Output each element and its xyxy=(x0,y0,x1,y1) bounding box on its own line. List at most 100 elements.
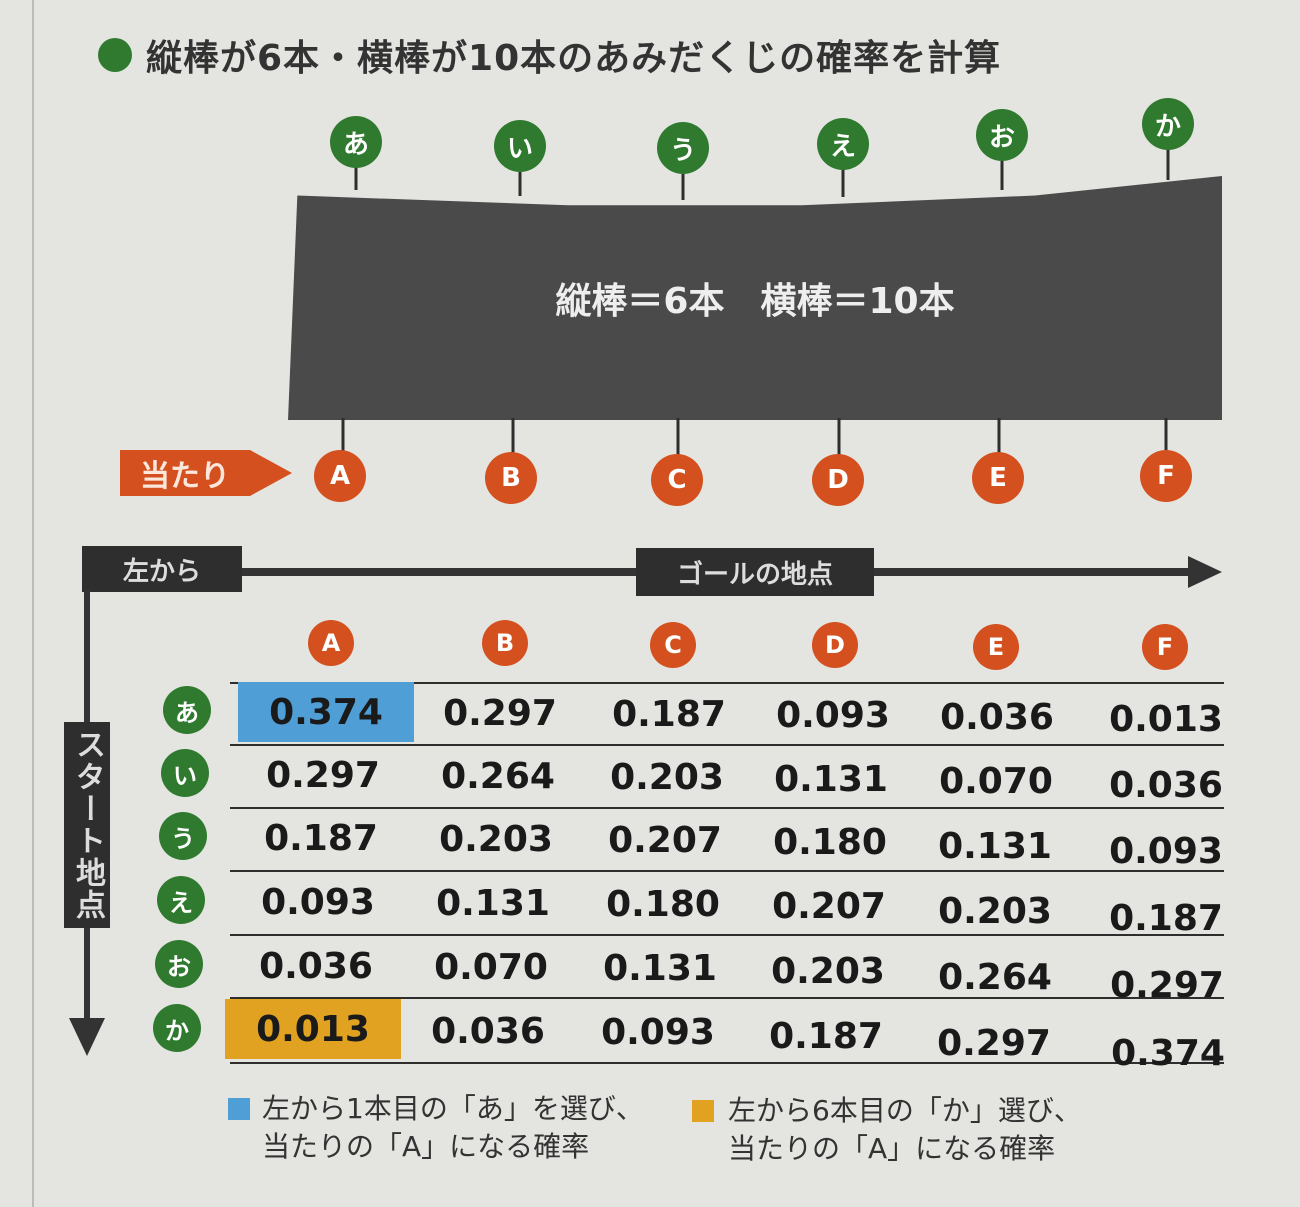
cell-o-E: 0.264 xyxy=(938,956,1052,998)
cell-e-F: 0.187 xyxy=(1109,897,1223,939)
page-edge xyxy=(32,0,34,1207)
cell-ka-C: 0.093 xyxy=(601,1011,715,1053)
cell-i-D: 0.131 xyxy=(774,758,888,800)
cell-u-F: 0.093 xyxy=(1109,830,1223,872)
col-header-c: C xyxy=(650,622,696,668)
legend-blue: 左から1本目の「あ」を選び、 当たりの「A」になる確率 xyxy=(262,1090,644,1166)
legend-blue-line1: 左から1本目の「あ」を選び、 xyxy=(262,1092,644,1125)
top-stem xyxy=(1166,146,1170,180)
bottom-node-d: D xyxy=(812,454,864,506)
table-row-line xyxy=(230,682,1224,684)
bottom-stem xyxy=(1164,418,1168,458)
table-row-line xyxy=(230,1062,1224,1064)
cell-i-A: 0.297 xyxy=(266,754,380,796)
bottom-stem xyxy=(997,418,1001,458)
title-row: 縦棒が6本・横棒が10本のあみだくじの確率を計算 xyxy=(98,30,1001,80)
cell-i-F: 0.036 xyxy=(1109,764,1223,806)
top-node-e: え xyxy=(817,118,869,170)
start-from-left-label: 左から xyxy=(82,546,242,592)
col-header-f: F xyxy=(1142,624,1188,670)
bottom-node-b: B xyxy=(485,452,537,504)
goal-axis-label: ゴールの地点 xyxy=(636,548,874,596)
row-header-u: う xyxy=(159,812,207,860)
row-header-o: お xyxy=(155,940,203,988)
start-axis-label: スタート地点 xyxy=(64,722,110,928)
cell-ka-A: 0.013 xyxy=(225,999,401,1059)
bottom-node-a: A xyxy=(314,450,366,502)
legend-blue-line2: 当たりの「A」になる確率 xyxy=(262,1130,590,1163)
bottom-stem xyxy=(341,418,345,458)
cell-o-A: 0.036 xyxy=(259,945,373,987)
right-arrow-icon xyxy=(1188,556,1222,588)
cell-ka-E: 0.297 xyxy=(937,1022,1051,1064)
cell-o-D: 0.203 xyxy=(771,950,885,992)
col-header-e: E xyxy=(973,624,1019,670)
page-title: 縦棒が6本・横棒が10本のあみだくじの確率を計算 xyxy=(146,38,1002,79)
bottom-node-f: F xyxy=(1140,450,1192,502)
cell-u-A: 0.187 xyxy=(264,817,378,859)
top-node-a: あ xyxy=(330,116,382,168)
bottom-stem xyxy=(837,418,841,458)
col-header-d: D xyxy=(812,622,858,668)
top-stem xyxy=(1000,158,1004,190)
table-row-line xyxy=(230,870,1224,872)
legend-blue-swatch xyxy=(228,1098,250,1120)
cell-e-A: 0.093 xyxy=(261,881,375,923)
bottom-stem xyxy=(676,418,680,458)
cell-ka-D: 0.187 xyxy=(769,1015,883,1057)
table-row-line xyxy=(230,807,1224,809)
row-header-i: い xyxy=(161,749,209,797)
cell-e-E: 0.203 xyxy=(938,890,1052,932)
bottom-stem xyxy=(511,418,515,458)
legend-orange-swatch xyxy=(692,1100,714,1122)
row-header-a: あ xyxy=(163,686,211,734)
cell-ka-B: 0.036 xyxy=(431,1010,545,1052)
cell-o-B: 0.070 xyxy=(434,946,548,988)
top-node-ka: か xyxy=(1142,98,1194,150)
col-header-a: A xyxy=(308,620,354,666)
row-header-ka: か xyxy=(153,1004,201,1052)
cell-u-D: 0.180 xyxy=(773,821,887,863)
ladder-box: 縦棒＝6本 横棒＝10本 xyxy=(288,176,1222,420)
cell-e-B: 0.131 xyxy=(436,882,550,924)
win-tag: 当たり xyxy=(120,450,250,496)
col-header-b: B xyxy=(482,620,528,666)
top-node-u: う xyxy=(657,122,709,174)
cell-u-C: 0.207 xyxy=(608,819,722,861)
top-node-i: い xyxy=(494,120,546,172)
table-row-line xyxy=(230,997,1224,999)
cell-a-F: 0.013 xyxy=(1109,698,1223,740)
top-stem xyxy=(681,168,685,200)
table-row-line xyxy=(230,744,1224,746)
top-stem xyxy=(518,160,522,196)
legend-orange: 左から6本目の「か」選び、 当たりの「A」になる確率 xyxy=(728,1092,1082,1168)
cell-e-C: 0.180 xyxy=(606,883,720,925)
cell-a-B: 0.297 xyxy=(443,692,557,734)
legend-orange-line2: 当たりの「A」になる確率 xyxy=(728,1132,1056,1165)
cell-a-E: 0.036 xyxy=(940,696,1054,738)
row-header-e: え xyxy=(157,876,205,924)
ladder-caption: 縦棒＝6本 横棒＝10本 xyxy=(555,281,955,322)
bottom-node-e: E xyxy=(972,452,1024,504)
cell-i-C: 0.203 xyxy=(610,756,724,798)
cell-i-B: 0.264 xyxy=(441,755,555,797)
top-stem xyxy=(354,160,358,190)
cell-a-C: 0.187 xyxy=(612,693,726,735)
cell-i-E: 0.070 xyxy=(939,760,1053,802)
cell-u-B: 0.203 xyxy=(439,818,553,860)
cell-o-C: 0.131 xyxy=(603,947,717,989)
cell-o-F: 0.297 xyxy=(1110,964,1224,1006)
cell-a-D: 0.093 xyxy=(776,694,890,736)
legend-orange-line1: 左から6本目の「か」選び、 xyxy=(728,1094,1082,1127)
cell-ka-F: 0.374 xyxy=(1111,1032,1225,1074)
bottom-node-c: C xyxy=(651,454,703,506)
win-arrow-icon xyxy=(250,450,292,496)
title-bullet-icon xyxy=(98,38,132,72)
down-arrow-icon xyxy=(69,1018,105,1056)
table-row-line xyxy=(230,934,1224,936)
cell-u-E: 0.131 xyxy=(938,825,1052,867)
cell-e-D: 0.207 xyxy=(772,885,886,927)
top-stem xyxy=(841,165,845,197)
cell-a-A: 0.374 xyxy=(238,682,414,742)
top-node-o: お xyxy=(976,109,1028,161)
